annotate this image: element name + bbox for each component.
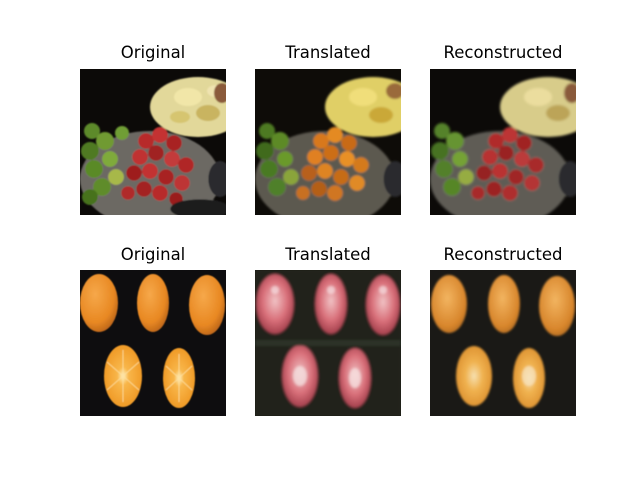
image-row2-translated: [255, 270, 401, 416]
panel-title-row1-translated: Translated: [285, 43, 371, 62]
image-row2-original: [80, 270, 226, 416]
image-row1-original: [80, 69, 226, 215]
panel-title-row2-original: Original: [120, 245, 186, 264]
image-row2-reconstructed: [430, 270, 576, 416]
panel-title-row2-translated: Translated: [285, 245, 371, 264]
panel-title-row1-reconstructed: Reconstructed: [443, 43, 563, 62]
panel-title-row1-original: Original: [120, 43, 186, 62]
image-row1-translated: [255, 69, 401, 215]
panel-title-row2-reconstructed: Reconstructed: [443, 245, 563, 264]
image-row1-reconstructed: [430, 69, 576, 215]
